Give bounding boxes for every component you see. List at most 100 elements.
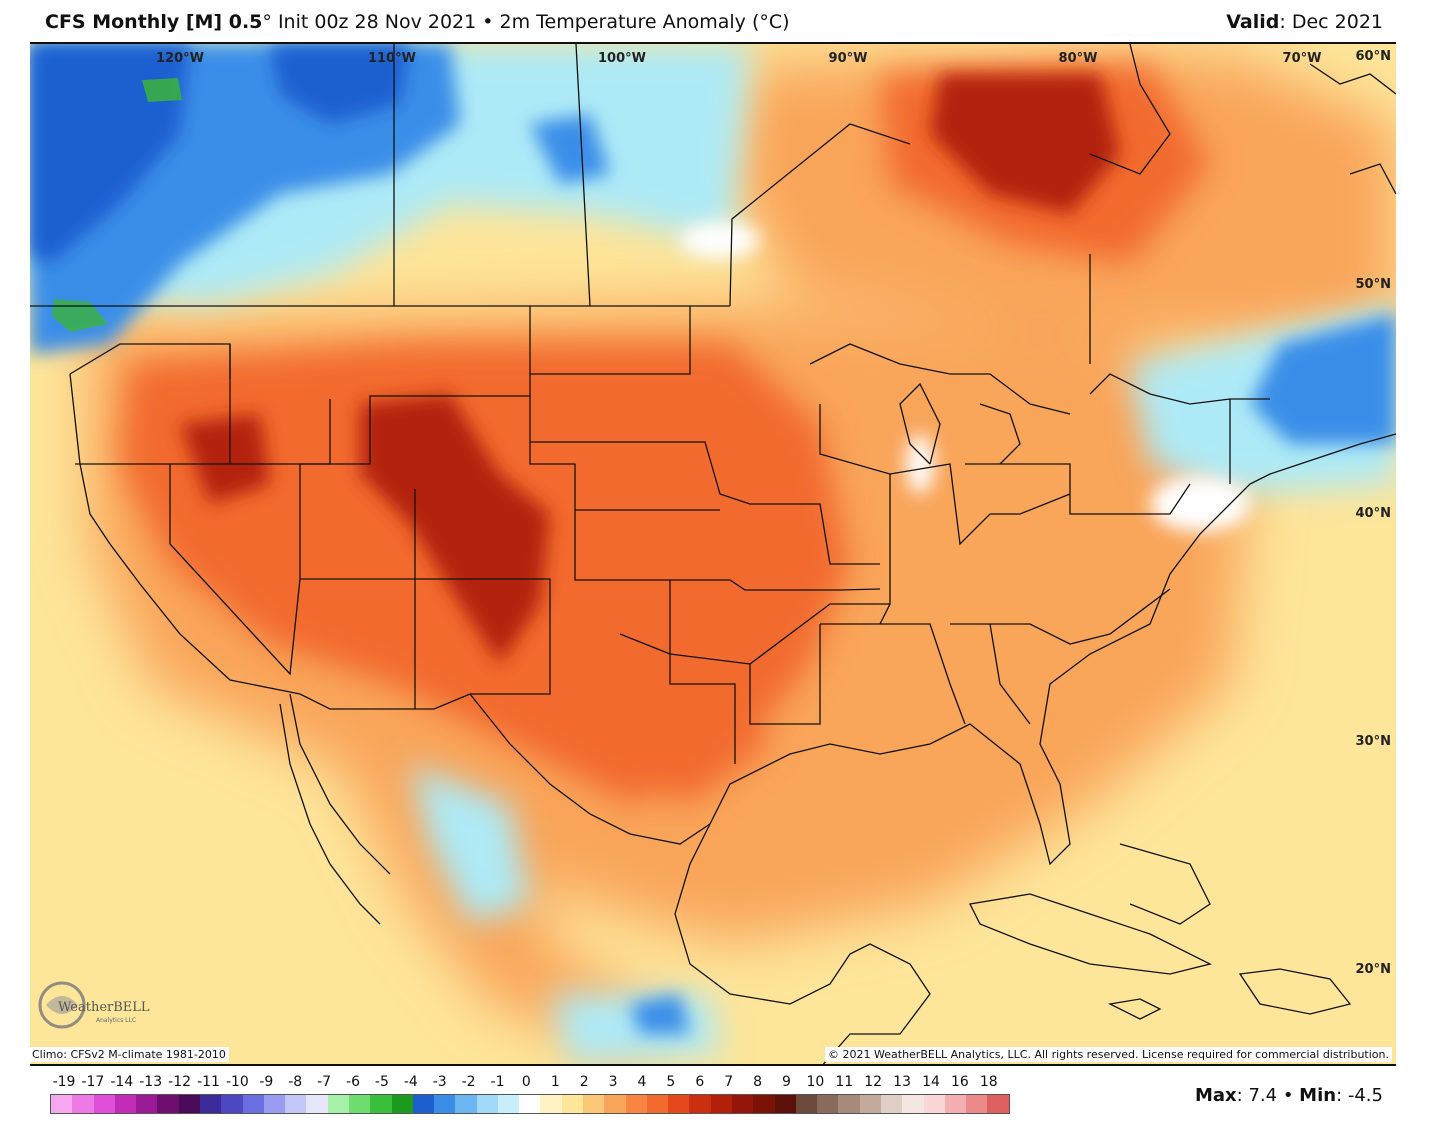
colorbar-swatch (944, 1095, 967, 1113)
colorbar-swatch (455, 1095, 477, 1113)
colorbar-swatch (625, 1095, 647, 1113)
colorbar-swatch (412, 1095, 435, 1113)
colorbar-labels: -19 -17 -14 -13 -12 -11 -10 -9 -8 -7 -6 -5 -4 -3 -2 -1 0… (50, 1072, 1010, 1092)
colorbar-tick-label: -9 (259, 1074, 274, 1090)
colorbar-swatch (178, 1095, 200, 1113)
stats-separator: • (1282, 1085, 1294, 1106)
colorbar-swatch (72, 1095, 94, 1113)
colorbar-swatch (966, 1095, 988, 1113)
colorbar-tick-label: 0 (521, 1074, 531, 1090)
colorbar-swatch (583, 1095, 605, 1113)
colorbar-tick-label: 12 (864, 1074, 883, 1090)
colorbar-swatch (561, 1095, 584, 1113)
colorbar-tick-label: 4 (637, 1074, 647, 1090)
latitude-label: 40°N (1356, 506, 1391, 521)
colorbar-tick-label: -13 (139, 1074, 163, 1090)
map-title: CFS Monthly [M] 0.5° Init 00z 28 Nov 202… (45, 11, 790, 33)
colorbar-tick-label: -12 (168, 1074, 192, 1090)
colorbar-tick-label: 9 (782, 1074, 791, 1090)
colorbar-tick-label: -1 (490, 1074, 505, 1090)
colorbar-tick-label: 16 (950, 1074, 969, 1090)
colorbar-swatch (93, 1095, 115, 1113)
colorbar-swatch (51, 1095, 73, 1113)
field-name: 2m Temperature Anomaly (°C) (499, 11, 790, 33)
valid-label: Valid (1226, 11, 1280, 33)
colorbar-swatch (604, 1095, 626, 1113)
colorbar-swatch (157, 1095, 179, 1113)
weatherbell-logo-graphic: WeatherBELL Analytics LLC (38, 981, 150, 1029)
colorbar-tick-label: -7 (317, 1074, 332, 1090)
latitude-labels: 60°N 50°N 40°N 30°N 20°N (1356, 49, 1391, 977)
model-name: CFS Monthly [M] 0.5 (45, 11, 263, 33)
init-time: Init 00z 28 Nov 2021 (277, 11, 477, 33)
colorbar-tick-label: 7 (724, 1074, 734, 1090)
colorbar-swatch (923, 1095, 945, 1113)
colorbar-swatch (817, 1095, 839, 1113)
colorbar-swatch (434, 1095, 456, 1113)
political-borders (30, 44, 1396, 1064)
copyright-note: © 2021 WeatherBELL Analytics, LLC. All r… (825, 1047, 1392, 1062)
longitude-label: 120°W (156, 51, 204, 66)
colorbar-swatch (540, 1095, 562, 1113)
colorbar-swatch (285, 1095, 307, 1113)
colorbar-swatch (242, 1095, 264, 1113)
colorbar-swatch (476, 1095, 498, 1113)
colorbar-swatch (221, 1095, 243, 1113)
latitude-label: 20°N (1356, 962, 1391, 977)
colorbar-legend: -19 -17 -14 -13 -12 -11 -10 -9 -8 -7 -6 -5 -4 -3 -2 -1 0… (50, 1072, 1010, 1122)
degree-symbol: ° (262, 11, 272, 33)
valid-date: Valid: Dec 2021 (1226, 11, 1383, 33)
colorbar-swatch (391, 1095, 413, 1113)
colorbar-tick-label: -8 (288, 1074, 303, 1090)
colorbar-tick-label: 10 (806, 1074, 825, 1090)
colorbar-swatch (199, 1095, 222, 1113)
max-min-stats: Max: 7.4 • Min: -4.5 (1195, 1085, 1383, 1106)
longitude-label: 110°W (368, 51, 416, 66)
colorbar-swatches (50, 1094, 1010, 1114)
colorbar-swatch (348, 1095, 371, 1113)
map-canvas: 120°W 110°W 100°W 90°W 80°W 70°W 60°N 50°N 40°N… (30, 44, 1396, 1064)
colorbar-swatch (370, 1095, 392, 1113)
max-value: : 7.4 (1236, 1085, 1278, 1106)
colorbar-swatch (710, 1095, 732, 1113)
colorbar-swatch (519, 1095, 541, 1113)
colorbar-swatch (859, 1095, 881, 1113)
colorbar-swatch (306, 1095, 328, 1113)
latitude-label: 30°N (1356, 734, 1391, 749)
min-value: : -4.5 (1336, 1085, 1383, 1106)
weatherbell-logo: WeatherBELL Analytics LLC (36, 975, 156, 1035)
longitude-label: 70°W (1283, 51, 1322, 66)
longitude-labels: 120°W 110°W 100°W 90°W 80°W 70°W (156, 51, 1321, 66)
colorbar-tick-label: 6 (695, 1074, 705, 1090)
colorbar-tick-label: 14 (922, 1074, 940, 1090)
colorbar-tick-label: 13 (893, 1074, 912, 1090)
climo-note: Climo: CFSv2 M-climate 1981-2010 (29, 1047, 229, 1062)
colorbar-tick-label: 18 (979, 1074, 998, 1090)
anomaly-field (30, 44, 1396, 1064)
colorbar-tick-label: -3 (432, 1074, 447, 1090)
colorbar-tick-label: -6 (346, 1074, 360, 1090)
valid-value: : Dec 2021 (1279, 11, 1383, 33)
colorbar-swatch (987, 1095, 1009, 1113)
colorbar-tick-label: 11 (835, 1074, 854, 1090)
colorbar-swatch (732, 1095, 754, 1113)
colorbar-tick-label: 5 (666, 1074, 676, 1090)
colorbar-swatch (114, 1095, 137, 1113)
colorbar-swatch (327, 1095, 349, 1113)
colorbar-tick-label: 1 (550, 1074, 560, 1090)
max-label: Max (1194, 1085, 1237, 1106)
colorbar-swatch (795, 1095, 818, 1113)
colorbar-tick-label: -17 (81, 1074, 105, 1090)
colorbar-swatch (902, 1095, 924, 1113)
colorbar-tick-label: -4 (403, 1074, 418, 1090)
logo-subtext: Analytics LLC (96, 1017, 136, 1024)
map-header: CFS Monthly [M] 0.5° Init 00z 28 Nov 202… (0, 0, 1440, 42)
latitude-label: 60°N (1356, 49, 1391, 64)
colorbar-tick-label: -11 (197, 1074, 220, 1090)
colorbar-swatch (497, 1095, 520, 1113)
anomaly-map: 120°W 110°W 100°W 90°W 80°W 70°W 60°N 50°N 40°N… (30, 42, 1396, 1066)
logo-text: WeatherBELL (58, 1000, 150, 1015)
colorbar-tick-label: -10 (225, 1074, 249, 1090)
colorbar-tick-label: 2 (579, 1074, 589, 1090)
title-separator: • (482, 11, 494, 33)
